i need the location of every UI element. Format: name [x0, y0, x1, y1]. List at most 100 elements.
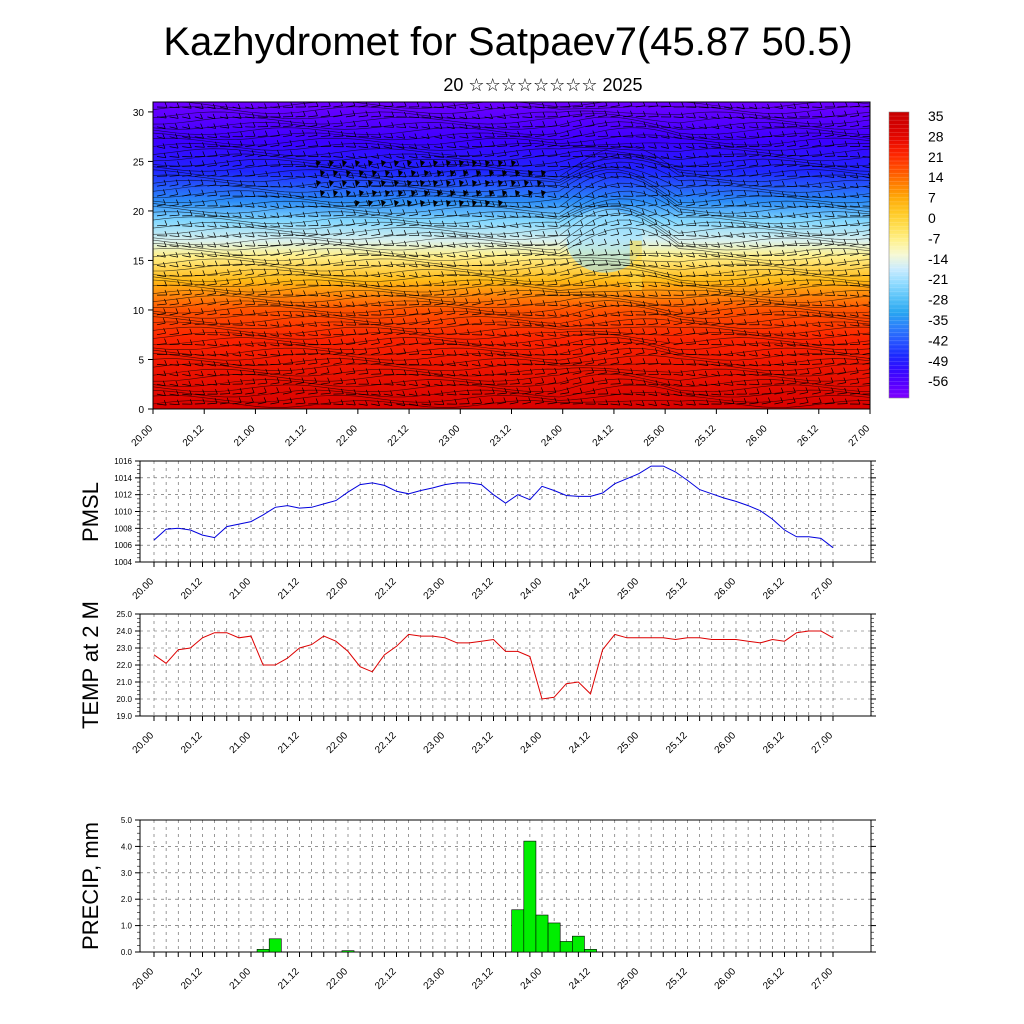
wind-barb-flag — [175, 123, 178, 129]
wind-barb — [182, 323, 192, 326]
wind-barb-flag — [793, 387, 796, 393]
wind-barb-flag — [189, 210, 193, 216]
wind-barb-flag — [755, 241, 759, 248]
wind-barb — [282, 155, 293, 157]
wind-barb-flag — [327, 320, 331, 327]
wind-barb — [156, 166, 167, 168]
wind-barb-flag — [377, 209, 381, 215]
wind-barb — [245, 235, 255, 238]
wind-barb — [560, 205, 569, 208]
wind-barb — [383, 403, 393, 407]
wind-barb — [522, 165, 532, 167]
wind-barb-flag — [364, 357, 368, 364]
wind-barb-flag — [681, 230, 684, 236]
wind-barb-flag — [452, 298, 456, 304]
wind-barb-flag — [856, 311, 859, 317]
wind-barb-flag — [215, 329, 218, 336]
wind-barb-flag — [592, 348, 595, 354]
wind-barb — [257, 215, 267, 218]
wind-barb-flag — [616, 347, 620, 353]
wind-barb — [597, 166, 607, 169]
wind-barb-flag — [302, 172, 306, 178]
wind-barb-flag — [605, 210, 609, 216]
wind-barb — [547, 283, 558, 286]
wind-barb-flag — [579, 120, 582, 126]
wind-barb-flag — [490, 288, 494, 294]
wind-barb — [534, 154, 545, 157]
wind-barb — [471, 344, 482, 347]
wind-barb — [207, 302, 216, 306]
wind-barb-flag — [188, 179, 191, 185]
wind-barb — [182, 333, 192, 336]
wind-barb-flag — [465, 298, 468, 304]
wind-barb — [471, 106, 480, 110]
wind-barb — [660, 204, 670, 207]
wind-barb — [396, 393, 405, 397]
wind-barb — [245, 164, 255, 167]
wind-barb-flag — [315, 330, 318, 336]
wind-barb — [560, 372, 569, 375]
wind-barb — [660, 194, 671, 197]
wind-barb — [207, 402, 218, 405]
wind-barb-flag — [415, 400, 419, 406]
wind-barb — [635, 185, 646, 188]
wind-barb-flag — [314, 192, 317, 198]
wind-barb-flag — [302, 120, 305, 126]
wind-barb-flag — [629, 153, 632, 159]
wind-barb — [686, 303, 696, 306]
wind-barb — [333, 195, 343, 198]
wind-barb — [182, 225, 193, 227]
wind-barb — [194, 116, 203, 120]
wind-barb — [207, 225, 217, 228]
wind-barb-flag — [327, 348, 331, 354]
wind-barb-flag — [630, 200, 634, 206]
wind-barb-flag — [567, 220, 571, 227]
wind-barb-flag — [163, 241, 167, 247]
wind-barb — [459, 284, 470, 286]
wind-barb — [635, 233, 645, 237]
wind-barb-flag — [213, 288, 217, 294]
wind-barb — [156, 265, 166, 268]
wind-barb-flag — [504, 180, 508, 186]
isotherm — [153, 116, 870, 130]
wind-flag — [433, 180, 438, 187]
wind-barb — [270, 382, 280, 385]
wind-barb — [421, 332, 431, 336]
wind-barb — [786, 154, 796, 157]
wind-barb-flag — [366, 319, 369, 325]
wind-barb — [862, 403, 870, 405]
wind-barb — [572, 205, 582, 208]
wind-barb-flag — [756, 379, 760, 385]
wind-barb — [282, 372, 293, 375]
wind-barb-flag — [364, 281, 368, 287]
wind-barb-flag — [768, 387, 772, 394]
wind-barb — [459, 205, 470, 207]
wind-barb — [219, 215, 230, 218]
wind-barb-flag — [492, 141, 495, 147]
wind-barb-flag — [530, 121, 533, 127]
wind-barb — [497, 264, 507, 266]
wind-barb-flag — [403, 290, 407, 297]
wind-barb — [711, 255, 720, 258]
wind-barb-flag — [615, 173, 619, 179]
wind-flag-cluster — [316, 160, 546, 207]
wind-barb — [723, 373, 733, 377]
wind-barb-flag — [404, 240, 407, 246]
wind-barb-flag — [693, 102, 697, 108]
wind-barb — [459, 106, 468, 109]
wind-barb-flag — [465, 288, 469, 294]
wind-barb-flag — [289, 311, 293, 317]
wind-barb-flag — [768, 298, 772, 304]
wind-barb-flag — [743, 308, 746, 314]
wind-barb-flag — [200, 103, 204, 109]
wind-barb-flag — [769, 369, 772, 376]
wind-barb — [660, 383, 671, 386]
wind-barb — [182, 255, 191, 258]
wind-barb — [245, 273, 254, 276]
wind-barb — [761, 373, 772, 376]
wind-barb-flag — [756, 260, 760, 266]
wind-barb-flag — [302, 340, 306, 346]
wind-barb-flag — [464, 123, 468, 129]
x-tick-label: 26.12 — [761, 730, 787, 756]
